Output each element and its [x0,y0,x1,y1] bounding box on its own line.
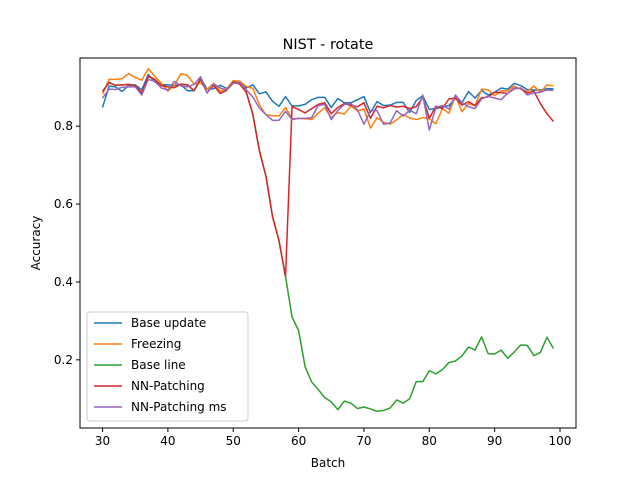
legend-label: Freezing [131,337,181,351]
legend-label: Base line [131,358,186,372]
y-axis-label: Accuracy [29,216,43,271]
y-tick-label: 0.2 [54,353,73,367]
x-tick-label: 70 [356,434,371,448]
x-tick-label: 50 [226,434,241,448]
legend-box [86,311,249,422]
plot-lines [101,67,555,412]
y-tick-label: 0.8 [54,119,73,133]
x-tick-label: 100 [549,434,572,448]
x-tick-label: 30 [95,434,110,448]
series-line-5 [101,75,554,131]
x-tick-label: 60 [291,434,306,448]
x-tick-label: 90 [487,434,502,448]
y-axis: 0.2 0.4 0.6 0.8 [54,119,80,367]
legend: Base update Freezing Base line NN-Patching N… [86,311,249,422]
x-axis-label: Batch [311,456,346,470]
legend-label: NN-Patching ms [131,400,227,414]
plot-frame [79,57,577,429]
legend-label: Base update [131,316,206,330]
x-axis: 30 40 50 60 70 80 90 100 [95,428,572,448]
x-tick-label: 80 [422,434,437,448]
x-tick-label: 40 [160,434,175,448]
chart-title: NIST - rotate [283,37,374,53]
y-tick-label: 0.6 [54,197,73,211]
y-tick-label: 0.4 [54,275,73,289]
series-line-4 [101,75,555,278]
legend-label: NN-Patching [131,379,205,393]
